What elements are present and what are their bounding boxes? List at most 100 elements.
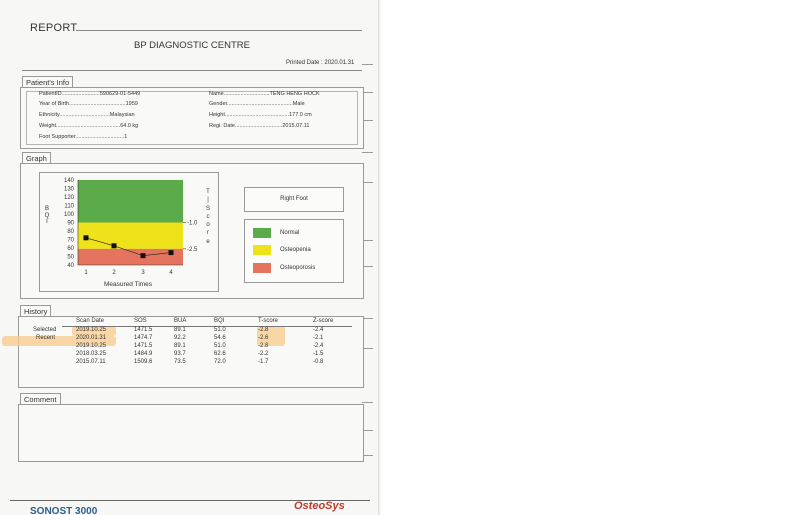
legend-swatch	[253, 263, 271, 273]
history-cell: -2.4	[313, 327, 324, 333]
legend-label: Osteopenia	[280, 247, 311, 253]
centre-name: BP DIAGNOSTIC CENTRE	[134, 40, 250, 51]
tscore-letter: e	[206, 238, 210, 245]
tscore-letter: c	[206, 213, 210, 220]
y-tick-label: 90	[67, 221, 74, 227]
patient-info-panel	[20, 87, 364, 149]
history-cell: -0.8	[313, 359, 324, 365]
bqi-letter: Q	[44, 212, 50, 219]
history-header: BUA	[174, 318, 187, 324]
patient-field: Foot Supporter..........................…	[39, 134, 128, 140]
history-header: BQI	[214, 318, 225, 324]
x-tick-label: 3	[141, 270, 145, 276]
graph-tab: Graph	[22, 152, 51, 164]
history-cell: 89.1	[174, 343, 186, 349]
tscore-tick-label: -2.5	[187, 247, 198, 253]
history-header: T-score	[258, 318, 279, 324]
history-cell: 2020.01.31	[76, 335, 107, 341]
legend-swatch	[253, 228, 271, 238]
report-paper: REPORT BP DIAGNOSTIC CENTRE Printed Date…	[0, 0, 380, 515]
patient-field: Gender..................................…	[209, 101, 305, 107]
y-tick-label: 40	[67, 263, 74, 269]
tscore-tick-label: -1.0	[187, 221, 198, 227]
x-tick-label: 2	[112, 270, 116, 276]
band-normal	[78, 180, 183, 223]
y-tick-label: 80	[67, 229, 74, 235]
chart-axes	[77, 180, 183, 266]
y-tick-label: 110	[64, 204, 74, 210]
comment-tab: Comment	[20, 393, 61, 405]
y-tick-label: 120	[64, 195, 75, 201]
bqi-data-point	[111, 243, 117, 249]
x-tick-label: 4	[169, 270, 173, 276]
history-cell: 2019.10.25	[76, 343, 107, 349]
band-osteopenia	[78, 222, 183, 249]
highlight-mark	[257, 326, 285, 346]
history-cell: -2.6	[258, 335, 269, 341]
history-cell: 1509.6	[134, 359, 153, 365]
history-header: Z-score	[313, 318, 334, 324]
history-cell: -2.8	[258, 343, 269, 349]
bqi-letter: I	[46, 219, 48, 225]
y-tick-label: 70	[67, 238, 74, 244]
patient-field: PatientID.........................590629…	[39, 91, 141, 97]
history-row-tag: Recent	[36, 335, 56, 341]
patient-field: Year of Birth...........................…	[39, 101, 138, 107]
bqi-chart: 140 130 120 110 100 90 80 70 60 50 40 1 2 3 4 -1.0 -2.5	[64, 178, 198, 276]
history-cell: -2.4	[313, 343, 324, 349]
legend-swatch	[253, 245, 271, 255]
history-cell: -1.7	[258, 359, 269, 365]
history-cell: -2.2	[258, 351, 269, 357]
comment-box	[18, 404, 364, 462]
patient-field: Regi. Date..............................…	[209, 123, 310, 129]
history-cell: 62.6	[214, 351, 226, 357]
bqi-axis-label: B Q I	[44, 206, 50, 226]
history-cell: 89.1	[174, 327, 186, 333]
history-cell: 1474.7	[134, 335, 153, 341]
y-tick-label: 130	[64, 187, 75, 193]
y-tick-label: 140	[64, 178, 75, 184]
patient-field: Weight..................................…	[39, 123, 139, 129]
history-cell: 2015.07.11	[76, 359, 106, 365]
history-row-tag: Selected	[33, 327, 57, 333]
history-cell: 1484.9	[134, 351, 153, 357]
history-cell: 93.7	[174, 351, 186, 357]
bqi-data-point	[140, 253, 146, 259]
report-title: REPORT	[30, 22, 78, 34]
band-osteoporosis	[78, 248, 183, 265]
history-cell: 51.0	[214, 343, 226, 349]
patient-field: Name..............................TENG H…	[209, 91, 320, 97]
history-cell: 54.6	[214, 335, 226, 341]
legend-label: Osteoporosis	[280, 265, 316, 271]
legend-label: Normal	[280, 230, 300, 236]
bqi-letter: B	[44, 206, 49, 212]
product-name: SONOST 3000	[30, 506, 98, 515]
tscore-letter: |	[207, 197, 209, 204]
history-cell: 2018.03.25	[76, 351, 107, 357]
history-header: Scan Date	[76, 318, 105, 324]
history-cell: 2019.10.25	[76, 327, 107, 333]
history-cell: -2.1	[313, 335, 324, 341]
history-cell: -2.8	[258, 327, 269, 333]
highlight-mark	[72, 326, 116, 336]
right-foot-label: Right Foot	[280, 196, 308, 202]
x-axis-label: Measured Times	[104, 281, 153, 288]
tscore-letter: T	[206, 189, 210, 195]
highlight-mark	[2, 336, 116, 346]
x-tick-label: 1	[84, 270, 88, 276]
tscore-letter: S	[205, 205, 210, 212]
history-cell: 1471.5	[134, 327, 153, 333]
printed-date: Printed Date : 2020.01.31	[286, 60, 355, 66]
bqi-data-point	[168, 250, 174, 256]
y-tick-label: 60	[67, 246, 74, 252]
history-tab: History	[20, 305, 52, 317]
history-cell: 92.2	[174, 335, 186, 341]
y-tick-label: 50	[67, 255, 74, 261]
tscore-axis-label: T | S c o r e	[205, 188, 211, 246]
history-cell: -1.5	[313, 351, 324, 357]
patient-field: Height..................................…	[209, 112, 312, 118]
bqi-series-line	[85, 237, 172, 256]
history-cell: 72.0	[214, 359, 226, 365]
history-cell: 1471.5	[134, 343, 153, 349]
history-header: SOS	[134, 318, 147, 324]
